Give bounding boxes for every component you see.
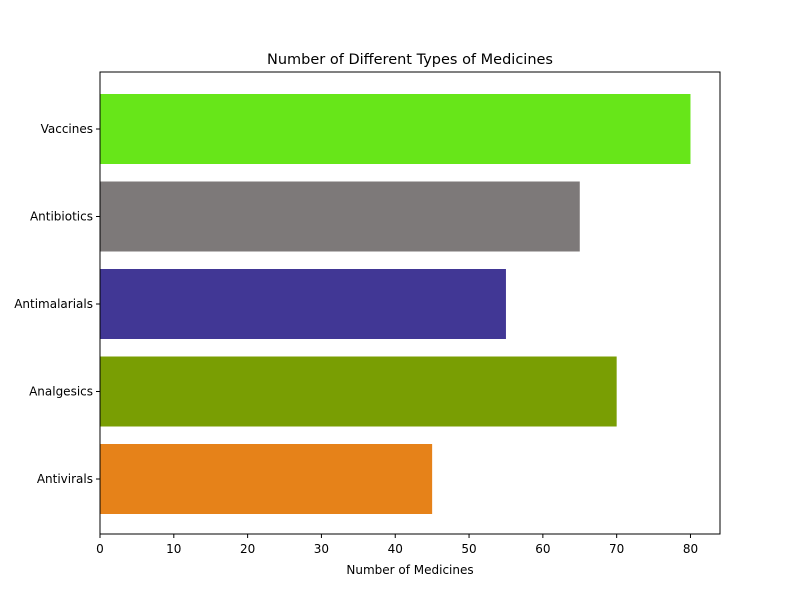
chart-title: Number of Different Types of Medicines (267, 52, 553, 68)
y-tick-label: Analgesics (29, 385, 93, 399)
x-axis-ticks: 0 10 20 30 40 50 60 70 80 (96, 534, 698, 556)
bar-antivirals (100, 444, 433, 514)
y-tick-label: Vaccines (41, 122, 93, 136)
y-tick-label: Antimalarials (14, 297, 93, 311)
bar-vaccines (100, 94, 691, 164)
bar-antibiotics (100, 181, 580, 252)
x-tick-label: 20 (240, 542, 255, 556)
x-tick-label: 70 (609, 542, 624, 556)
bars-group (100, 94, 691, 514)
plot-frame (99, 71, 721, 535)
bar-antimalarials (100, 269, 506, 339)
x-tick-label: 50 (461, 542, 476, 556)
x-tick-label: 30 (314, 542, 329, 556)
bar-analgesics (100, 356, 617, 427)
y-axis-ticks: Antivirals Analgesics Antimalarials Antibio… (14, 122, 100, 486)
x-tick-label: 0 (96, 542, 104, 556)
x-axis-label: Number of Medicines (346, 563, 473, 577)
x-tick-label: 60 (535, 542, 550, 556)
y-tick-label: Antivirals (37, 472, 93, 486)
y-tick-label: Antibiotics (30, 210, 93, 224)
x-tick-label: 10 (166, 542, 181, 556)
x-tick-label: 80 (683, 542, 698, 556)
x-tick-label: 40 (388, 542, 403, 556)
